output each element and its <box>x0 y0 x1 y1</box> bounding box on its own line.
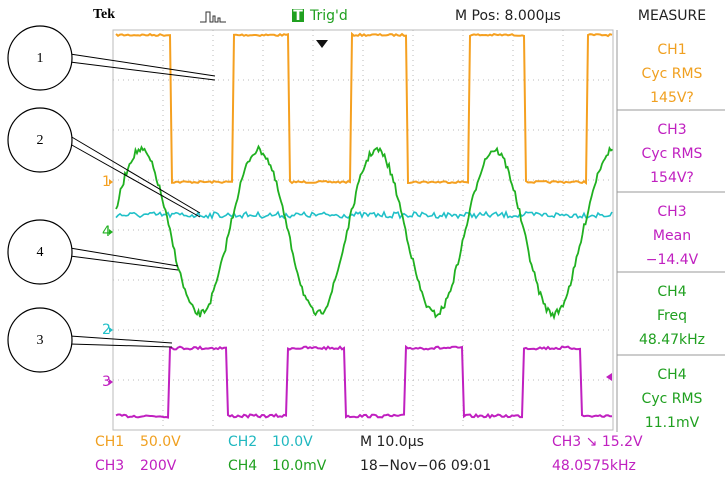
trig-icon: T <box>293 8 303 24</box>
status-text: CH2 <box>228 434 257 450</box>
measure-value: 48.47kHz <box>639 332 705 348</box>
measure-label: Mean <box>653 228 691 244</box>
acq-icon <box>200 12 226 22</box>
status-text: 10.0mV <box>272 458 327 474</box>
measure-channel: CH4 <box>657 284 686 300</box>
status-text: 48.0575kHz <box>552 458 636 474</box>
status-text: CH1 <box>95 434 124 450</box>
status-text: CH3 <box>95 458 124 474</box>
measure-channel: CH1 <box>657 42 686 58</box>
callout-label: 4 <box>37 245 44 260</box>
callout-label: 1 <box>37 51 44 66</box>
measure-label: Cyc RMS <box>642 146 703 162</box>
measure-value: 154V? <box>650 170 694 186</box>
m-pos: M Pos: 8.000µs <box>455 8 561 24</box>
marker-arrow <box>109 229 113 235</box>
measure-value: 11.1mV <box>645 415 700 431</box>
callout-label: 2 <box>37 133 44 148</box>
status-text: 200V <box>140 458 177 474</box>
marker-arrow <box>109 179 113 185</box>
status-text: 50.0V <box>140 434 181 450</box>
brand: Tek <box>93 7 115 22</box>
status-text: 10.0V <box>272 434 313 450</box>
callout-label: 3 <box>37 333 44 348</box>
status-text: M 10.0µs <box>360 434 424 450</box>
measure-label: Cyc RMS <box>642 66 703 82</box>
status-text: CH3 ↘ 15.2V <box>552 434 643 450</box>
measure-value: 145V? <box>650 90 694 106</box>
measure-channel: CH3 <box>657 122 686 138</box>
marker-arrow <box>109 379 113 385</box>
trigger-status: Trig'd <box>309 8 348 24</box>
measure-channel: CH3 <box>657 204 686 220</box>
measure-label: Freq <box>657 308 687 324</box>
status-text: 18−Nov−06 09:01 <box>360 458 491 474</box>
panel-title: MEASURE <box>638 8 706 24</box>
measure-label: Cyc RMS <box>642 391 703 407</box>
status-text: CH4 <box>228 458 257 474</box>
measure-channel: CH4 <box>657 367 686 383</box>
marker-arrow <box>109 327 113 333</box>
scope-screenshot: Tek T Trig'd M Pos: 8.000µs MEASURE 1 4 2 3… <box>0 0 725 486</box>
measure-value: −14.4V <box>646 252 699 268</box>
